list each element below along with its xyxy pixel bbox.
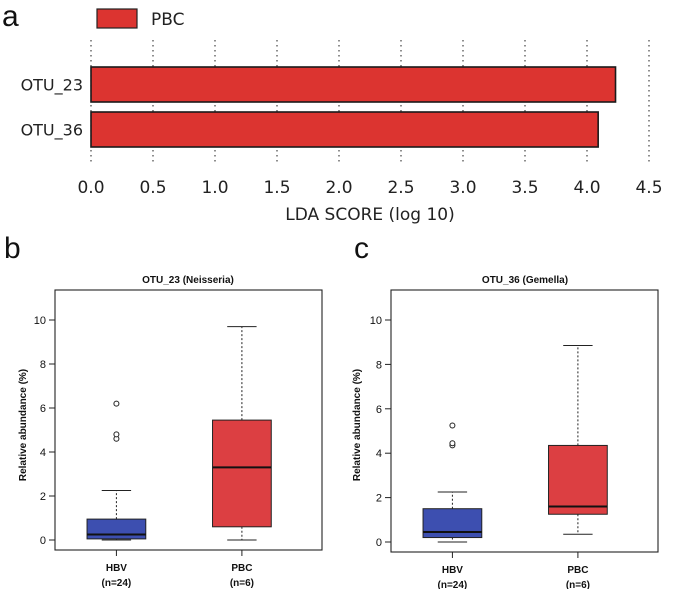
y-axis-label: Relative abundance (%)	[352, 369, 363, 481]
legend-label: PBC	[151, 10, 185, 30]
box-hbv	[86, 518, 147, 540]
boxplot-title: OTU_36 (Gemella)	[482, 275, 568, 286]
lda-category-label: OTU_36	[21, 121, 83, 141]
group-label: PBC	[567, 565, 588, 576]
lda-tick-label: 4.5	[635, 178, 662, 198]
group-label: PBC	[231, 563, 252, 574]
box-pbc	[548, 444, 608, 515]
plot-frame	[390, 289, 659, 553]
panel-label-b: b	[4, 232, 21, 265]
panel-label-a: a	[2, 0, 19, 33]
lda-bar	[90, 66, 617, 103]
lda-category-label: OTU_23	[21, 76, 83, 96]
lda-chart: OTU_23 OTU_36 0.0 0.5 1.0 1.5 2.0 2.5 3.0 3.5 4.0…	[21, 8, 663, 225]
y-tick-label: 2	[376, 493, 382, 505]
y-axis-label: Relative abundance (%)	[18, 369, 29, 481]
lda-tick-label: 3.0	[449, 178, 476, 198]
lda-tick-label: 0.0	[77, 178, 104, 198]
y-tick-label: 6	[40, 403, 46, 415]
lda-bars	[90, 66, 617, 148]
group-count: (n=6)	[230, 578, 254, 589]
boxplot-otu36: OTU_36 (Gemella) Relative abundance (%) …	[352, 275, 659, 589]
lda-tick-label: 1.5	[263, 178, 290, 198]
lda-tick-label: 0.5	[139, 178, 166, 198]
y-tick-label: 8	[40, 359, 46, 371]
outlier-point	[113, 400, 120, 407]
lda-tick-label: 1.0	[201, 178, 228, 198]
y-tick-label: 4	[376, 448, 382, 460]
panel-label-c: c	[354, 232, 369, 265]
lda-tick-label: 2.0	[325, 178, 352, 198]
outlier-point	[449, 422, 456, 429]
group-label: HBV	[442, 565, 463, 576]
box-pbc	[212, 419, 272, 528]
lda-category-labels: OTU_23 OTU_36	[21, 76, 83, 141]
plot-frame	[54, 289, 323, 551]
y-tick-label: 10	[370, 315, 382, 327]
lda-tick-label: 2.5	[387, 178, 414, 198]
group-label: HBV	[106, 563, 127, 574]
y-tick-label: 4	[40, 447, 46, 459]
box-hbv	[422, 508, 483, 539]
group-count: (n=24)	[102, 578, 132, 589]
lda-gridlines	[90, 40, 650, 165]
boxplot-otu23: OTU_23 (Neisseria) Relative abundance (%…	[18, 275, 323, 589]
group-count: (n=24)	[438, 580, 468, 589]
outlier-point	[449, 440, 456, 447]
y-tick-label: 8	[376, 359, 382, 371]
lda-bar	[90, 111, 599, 148]
legend-swatch	[96, 8, 138, 29]
y-tick-label: 0	[376, 537, 382, 549]
lda-tick-label: 3.5	[511, 178, 538, 198]
boxplot-title: OTU_23 (Neisseria)	[142, 275, 234, 286]
y-tick-label: 2	[40, 491, 46, 503]
lda-tick-label: 4.0	[573, 178, 600, 198]
y-tick-label: 6	[376, 404, 382, 416]
group-count: (n=6)	[566, 580, 590, 589]
y-tick-label: 10	[34, 315, 46, 327]
lda-x-axis-label: LDA SCORE (log 10)	[285, 205, 455, 225]
lda-tick-labels: 0.0 0.5 1.0 1.5 2.0 2.5 3.0 3.5 4.0 4.5	[77, 178, 662, 198]
y-tick-label: 0	[40, 535, 46, 547]
outlier-point	[113, 431, 120, 438]
